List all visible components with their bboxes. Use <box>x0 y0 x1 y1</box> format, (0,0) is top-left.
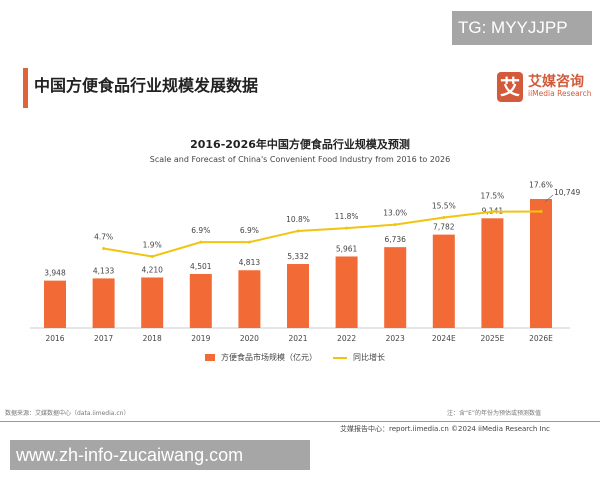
bar-label: 4,133 <box>93 266 115 275</box>
bar-label: 4,501 <box>190 262 212 271</box>
x-tick-label: 2017 <box>94 334 113 343</box>
note-text: 注：含“E”的年份为预估或预测数值 <box>447 410 542 417</box>
source-text: 数据来源：艾媒数据中心（data.iimedia.cn） <box>5 410 130 417</box>
footer-text: 艾媒报告中心：report.iimedia.cn ©2024 iiMedia R… <box>340 425 550 433</box>
x-tick-label: 2018 <box>143 334 162 343</box>
x-tick-label: 2026E <box>529 334 553 343</box>
bar <box>141 277 164 328</box>
bar <box>287 264 309 328</box>
logo-en: iiMedia Research <box>528 89 592 98</box>
watermark-bottom: www.zh-info-zucaiwang.com <box>10 440 310 470</box>
title-accent-bar <box>23 68 28 108</box>
legend-bar-label: 方便食品市场规模（亿元） <box>221 353 317 362</box>
bar <box>384 247 407 328</box>
growth-point <box>490 210 494 214</box>
legend-line-label: 同比增长 <box>353 353 385 362</box>
bar <box>481 218 504 328</box>
x-tick-label: 2016 <box>45 334 64 343</box>
bar-label: 4,210 <box>141 265 163 274</box>
bar <box>432 234 455 328</box>
growth-label: 1.9% <box>143 241 162 250</box>
x-tick-label: 2022 <box>337 334 356 343</box>
bar-label: 10,749 <box>554 188 580 197</box>
growth-label: 13.0% <box>383 209 407 218</box>
bar-label: 7,782 <box>433 223 455 232</box>
growth-point <box>199 240 203 244</box>
growth-label: 4.7% <box>94 232 113 241</box>
bar <box>238 270 261 328</box>
bar-label-leader <box>544 194 554 203</box>
growth-line <box>103 210 542 258</box>
growth-label: 17.6% <box>529 180 553 189</box>
growth-point <box>150 255 154 258</box>
growth-point <box>345 226 349 230</box>
watermark-top: TG: MYYJJPP <box>452 11 592 45</box>
bar <box>530 199 552 328</box>
growth-point <box>102 246 106 250</box>
bar <box>189 273 212 328</box>
bar <box>335 256 358 328</box>
x-tick-label: 2021 <box>288 334 307 343</box>
page-title: 中国方便食品行业规模发展数据 <box>34 76 259 95</box>
bar-label: 5,332 <box>287 252 309 261</box>
growth-label: 11.8% <box>335 212 359 221</box>
growth-label: 10.8% <box>286 215 310 224</box>
growth-point <box>539 209 543 213</box>
growth-point <box>393 223 397 227</box>
x-tick-label: 2025E <box>480 334 504 343</box>
bar-label: 5,961 <box>336 244 358 253</box>
x-tick-label: 2023 <box>386 334 405 343</box>
bar <box>92 278 115 328</box>
growth-label: 6.9% <box>240 226 259 235</box>
logo-mark: 艾 <box>497 72 523 102</box>
x-tick-label: 2019 <box>191 334 210 343</box>
logo-cn: 艾媒咨询 <box>528 74 584 90</box>
chart-subtitle: Scale and Forecast of China's Convenient… <box>149 155 451 164</box>
legend-line-swatch <box>333 356 347 359</box>
growth-point <box>442 215 446 219</box>
x-tick-label: 2020 <box>240 334 259 343</box>
bar-label: 6,736 <box>384 235 406 244</box>
bar <box>44 280 66 328</box>
growth-label: 15.5% <box>432 201 456 210</box>
bar-label: 3,948 <box>44 269 66 278</box>
growth-point <box>247 240 251 244</box>
chart-title: 2016-2026年中国方便食品行业规模及预测 <box>190 138 410 151</box>
bar-label: 4,813 <box>239 258 261 267</box>
growth-point <box>296 229 300 233</box>
divider <box>0 421 600 422</box>
growth-label: 6.9% <box>191 226 210 235</box>
legend: 方便食品市场规模（亿元） 同比增长 <box>205 352 385 363</box>
legend-bar-swatch <box>205 354 215 361</box>
x-tick-label: 2024E <box>432 334 456 343</box>
growth-label: 17.5% <box>480 192 504 201</box>
